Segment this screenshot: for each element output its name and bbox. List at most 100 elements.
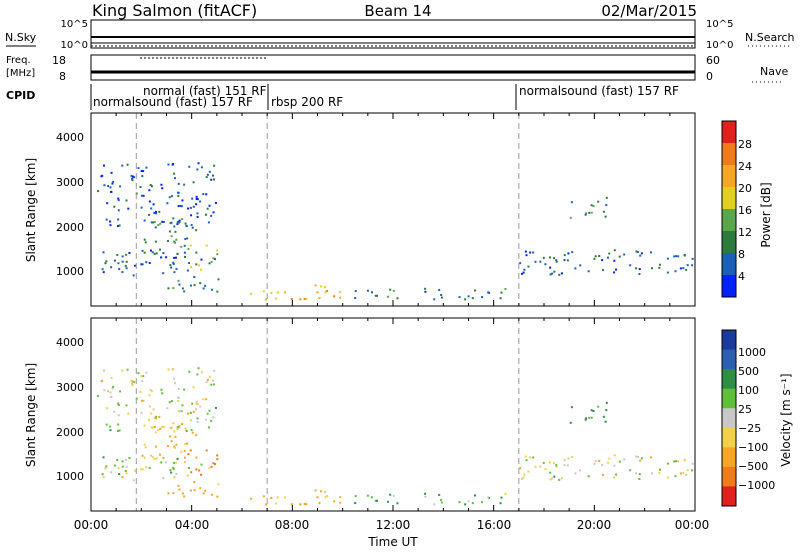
velocity-echo-cell xyxy=(145,371,148,374)
power-colorbar-band xyxy=(722,121,736,144)
power-echo-cell xyxy=(188,165,191,168)
power-echo-cell xyxy=(152,203,155,206)
power-echo-cell xyxy=(151,251,154,254)
xtick-0800: 08:00 xyxy=(275,518,310,532)
power-echo-cell xyxy=(109,220,112,223)
velocity-echo-cell xyxy=(113,410,116,413)
power-echo-cell xyxy=(205,244,208,247)
velocity-echo-cell xyxy=(196,373,199,376)
power-echo-cell xyxy=(149,249,152,252)
velocity-echo-cell xyxy=(318,502,321,505)
power-echo-cell xyxy=(137,167,140,170)
velocity-cbar-tick-neg1000: −1000 xyxy=(738,479,775,492)
power-echo-cell xyxy=(184,255,187,258)
velocity-echo-cell xyxy=(105,423,108,426)
power-echo-cell xyxy=(141,175,144,178)
velocity-echo-cell xyxy=(190,429,193,432)
power-echo-cell xyxy=(590,211,593,214)
power-echo-cell xyxy=(187,207,190,210)
velocity-echo-cell xyxy=(396,502,399,505)
power-echo-cell xyxy=(679,267,682,270)
velocity-echo-cell xyxy=(276,496,279,499)
power-echo-cell xyxy=(189,284,192,287)
velocity-echo-cell xyxy=(499,502,502,505)
velocity-echo-cell xyxy=(262,495,265,498)
power-echo-cell xyxy=(585,212,588,215)
power-echo-cell xyxy=(149,183,152,186)
velocity-echo-cell xyxy=(153,457,156,460)
velocity-echo-cell xyxy=(197,367,200,370)
power-echo-cell xyxy=(125,199,128,202)
power-echo-cell xyxy=(159,222,162,225)
velocity-echo-cell xyxy=(649,456,652,459)
velocity-echo-cell xyxy=(525,459,528,462)
velocity-echo-cell xyxy=(597,405,600,408)
power-echo-cell xyxy=(170,235,173,238)
power-echo-cell xyxy=(638,272,641,275)
velocity-echo-cell xyxy=(210,383,213,386)
velocity-echo-cell xyxy=(158,415,161,418)
velocity-echo-cell xyxy=(140,399,143,402)
velocity-echo-cell xyxy=(124,469,127,472)
velocity-echo-cell xyxy=(125,472,128,475)
power-cbar-tick-24: 24 xyxy=(738,160,752,173)
power-cbar-tick-20: 20 xyxy=(738,182,752,195)
power-echo-cell xyxy=(604,215,607,218)
velocity-echo-cell xyxy=(200,473,203,476)
velocity-colorbar-band xyxy=(722,408,736,429)
velocity-echo-cell xyxy=(424,495,427,498)
velocity-echo-cell xyxy=(685,473,688,476)
power-echo-cell xyxy=(176,221,179,224)
power-echo-cell xyxy=(173,271,176,274)
power-echo-cell xyxy=(504,288,507,291)
velocity-echo-cell xyxy=(212,416,215,419)
velocity-echo-cell xyxy=(666,462,669,465)
power-echo-cell xyxy=(527,265,530,268)
velocity-panel xyxy=(90,317,696,512)
power-echo-cell xyxy=(125,253,128,256)
cpid-segment-normalsound-1: normalsound (fast) 157 RF xyxy=(93,95,253,109)
power-echo-cells xyxy=(97,113,694,306)
power-echo-cell xyxy=(265,298,268,301)
power-echo-cell xyxy=(101,268,104,271)
velocity-echo-cell xyxy=(143,456,146,459)
velocity-echo-cell xyxy=(177,396,180,399)
velocity-echo-cell xyxy=(204,489,207,492)
power-echo-cell xyxy=(176,252,179,255)
cpid-segment-normal-fast: normal (fast) 151 RF xyxy=(143,84,267,98)
power-echo-cell xyxy=(97,190,100,193)
velocity-echo-cell xyxy=(640,457,643,460)
velocity-echo-cell xyxy=(180,410,183,413)
velocity-echo-cell xyxy=(339,496,342,499)
velocity-echo-cell xyxy=(520,477,523,480)
power-echo-cell xyxy=(109,186,112,189)
power-echo-cell xyxy=(153,220,156,223)
velocity-echo-cell xyxy=(658,471,661,474)
velocity-echo-cell xyxy=(206,412,209,415)
velocity-cbar-tick-100: 100 xyxy=(738,384,759,397)
velocity-echo-cell xyxy=(213,369,216,372)
velocity-echo-cell xyxy=(174,435,177,438)
velocity-echo-cell xyxy=(638,473,641,476)
velocity-cbar-tick-25: 25 xyxy=(738,403,752,416)
power-echo-cell xyxy=(142,194,145,197)
power-echo-cell xyxy=(173,240,176,243)
velocity-echo-cell xyxy=(211,493,214,496)
velocity-echo-cell xyxy=(299,503,302,506)
velocity-echo-cell xyxy=(206,378,209,381)
velocity-echo-cell xyxy=(199,487,202,490)
velocity-echo-cell xyxy=(216,495,219,498)
power-echo-cell xyxy=(532,251,535,254)
power-echo-cell xyxy=(193,284,196,287)
power-echo-cell xyxy=(154,240,157,243)
velocity-echo-cell xyxy=(549,478,552,481)
velocity-cbar-tick-neg500: −500 xyxy=(738,460,768,473)
cpid-label: CPID xyxy=(6,89,35,102)
freq-label: Freq. xyxy=(6,55,31,66)
velocity-echo-cell xyxy=(579,469,582,472)
velocity-echo-cell xyxy=(618,460,621,463)
power-echo-cell xyxy=(168,196,171,199)
velocity-echo-cell xyxy=(190,419,193,422)
nave-tick-bottom: 0 xyxy=(706,70,713,83)
power-cbar-label: Power [dB] xyxy=(759,182,773,247)
